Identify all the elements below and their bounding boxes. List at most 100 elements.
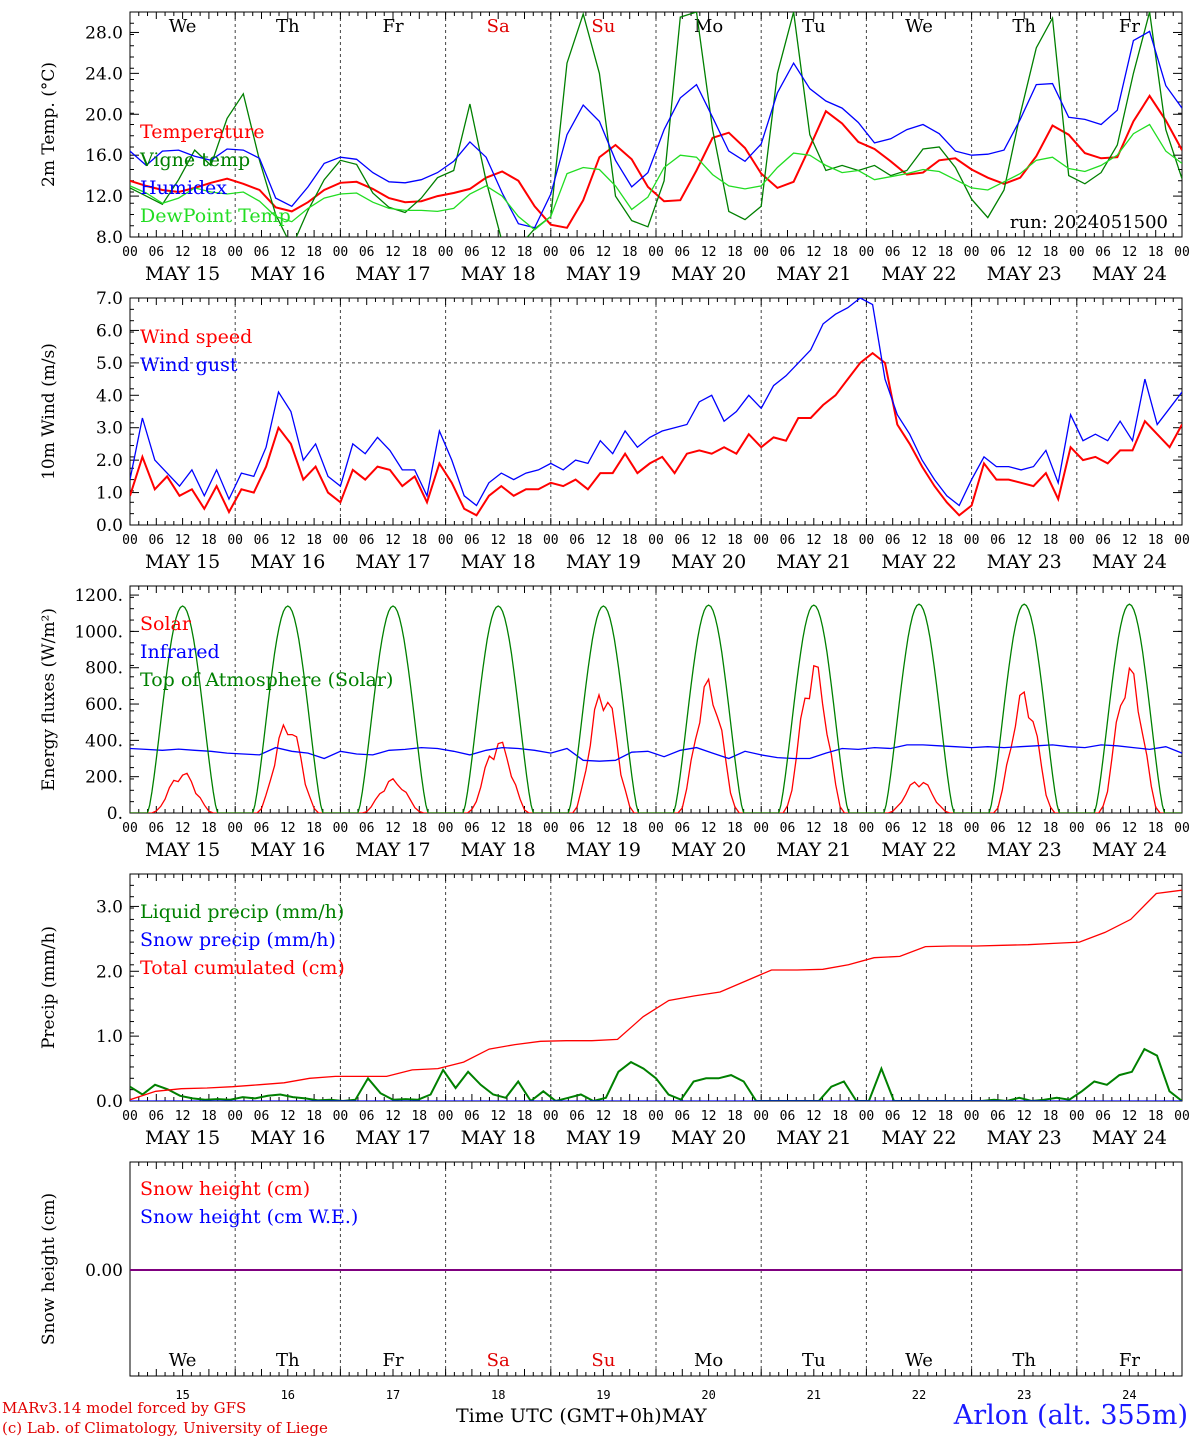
hour-tick-label: 00	[227, 1109, 243, 1124]
hour-tick-label: 12	[1016, 533, 1032, 548]
hour-tick-label: 18	[517, 821, 533, 836]
hour-tick-label: 00	[1174, 1109, 1190, 1124]
y-tick-label: 3.0	[96, 897, 123, 917]
y-tick-label: 0.00	[85, 1261, 123, 1281]
hour-tick-label: 12	[280, 533, 296, 548]
hour-tick-label: 18	[937, 1109, 953, 1124]
day-name-label: We	[905, 16, 933, 37]
hour-tick-label: 06	[674, 821, 690, 836]
hour-tick-label: 06	[885, 821, 901, 836]
hour-tick-label: 12	[175, 533, 191, 548]
hour-tick-label: 00	[1069, 533, 1085, 548]
hour-tick-label: 00	[1174, 533, 1190, 548]
day-name-label: Th	[276, 1350, 300, 1371]
hour-tick-label: 18	[1148, 245, 1164, 260]
day-name-label: Fr	[382, 1350, 403, 1371]
hour-tick-label: 18	[622, 533, 638, 548]
hour-tick-label: 00	[964, 245, 980, 260]
date-label: MAY 19	[566, 263, 641, 285]
hour-tick-label: 18	[622, 245, 638, 260]
day-number-label: 20	[701, 1388, 715, 1402]
y-axis-label: 2m Temp. (°C)	[39, 62, 59, 187]
hour-tick-label: 06	[885, 533, 901, 548]
hour-tick-label: 12	[701, 821, 717, 836]
hour-tick-label: 12	[385, 245, 401, 260]
hour-tick-label: 18	[832, 533, 848, 548]
hour-tick-label: 12	[385, 821, 401, 836]
date-label: MAY 21	[776, 1127, 851, 1149]
hour-tick-label: 06	[359, 245, 375, 260]
day-name-label: Tu	[802, 16, 826, 37]
date-label: MAY 19	[566, 839, 641, 861]
hour-tick-label: 00	[438, 821, 454, 836]
hour-tick-label: 12	[806, 245, 822, 260]
time-label: Time UTC (GMT+0h)	[456, 1405, 662, 1427]
hour-tick-label: 18	[937, 245, 953, 260]
y-tick-label: 2.0	[96, 962, 123, 982]
hour-tick-label: 06	[1095, 1109, 1111, 1124]
legend-entry: Snow precip (mm/h)	[140, 929, 336, 951]
date-label: MAY 18	[461, 551, 536, 573]
hour-tick-label: 00	[1174, 245, 1190, 260]
hour-tick-label: 00	[1069, 821, 1085, 836]
date-label: MAY 17	[355, 839, 430, 861]
hour-tick-label: 06	[254, 1109, 270, 1124]
hour-tick-label: 12	[911, 533, 927, 548]
y-tick-label: 0.0	[96, 516, 123, 536]
hour-tick-label: 12	[806, 1109, 822, 1124]
y-tick-label: 1.0	[96, 1027, 123, 1047]
hour-tick-label: 12	[596, 1109, 612, 1124]
hour-tick-label: 06	[254, 245, 270, 260]
y-tick-label: 20.0	[85, 105, 123, 125]
hour-tick-label: 00	[859, 1109, 875, 1124]
hour-tick-label: 12	[1122, 821, 1138, 836]
hour-tick-label: 18	[306, 245, 322, 260]
hour-tick-label: 06	[1095, 533, 1111, 548]
series-line-liquid-precip-mm-h-	[130, 1047, 1182, 1101]
hour-tick-label: 06	[780, 821, 796, 836]
legend-entry: Wind speed	[140, 326, 252, 348]
hour-tick-label: 06	[990, 821, 1006, 836]
day-name-label: We	[905, 1350, 933, 1371]
date-label: MAY 16	[250, 1127, 325, 1149]
hour-tick-label: 18	[306, 821, 322, 836]
y-tick-label: 2.0	[96, 451, 123, 471]
hour-tick-label: 06	[359, 1109, 375, 1124]
date-label: MAY 21	[776, 839, 851, 861]
date-label: MAY 24	[1092, 1127, 1167, 1149]
y-tick-label: 5.0	[96, 354, 123, 374]
hour-tick-label: 12	[280, 1109, 296, 1124]
y-tick-label: 4.0	[96, 386, 123, 406]
hour-tick-label: 06	[148, 1109, 164, 1124]
y-tick-label: 12.0	[85, 187, 123, 207]
date-label: MAY 20	[671, 1127, 746, 1149]
hour-tick-label: 06	[1095, 821, 1111, 836]
hour-tick-label: 06	[569, 821, 585, 836]
hour-tick-label: 00	[122, 1109, 138, 1124]
date-label: MAY 16	[250, 263, 325, 285]
series-line-dewpoint-temp	[130, 123, 1182, 231]
hour-tick-label: 18	[1148, 533, 1164, 548]
legend-entry: Liquid precip (mm/h)	[140, 901, 344, 923]
legend-entry: Temperature	[140, 121, 264, 143]
hour-tick-label: 00	[648, 1109, 664, 1124]
hour-tick-label: 00	[1174, 821, 1190, 836]
y-axis-label: Precip (mm/h)	[39, 926, 59, 1049]
hour-tick-label: 06	[885, 1109, 901, 1124]
y-tick-label: 400.	[85, 731, 123, 751]
hour-tick-label: 00	[859, 821, 875, 836]
hour-tick-label: 18	[1043, 1109, 1059, 1124]
hour-tick-label: 00	[648, 533, 664, 548]
legend-entry: Total cumulated (cm)	[140, 957, 345, 979]
hour-tick-label: 06	[569, 245, 585, 260]
hour-tick-label: 06	[464, 821, 480, 836]
hour-tick-label: 06	[780, 533, 796, 548]
hour-tick-label: 06	[359, 533, 375, 548]
hour-tick-label: 18	[201, 533, 217, 548]
y-tick-label: 0.0	[96, 1092, 123, 1112]
legend-entry: Humidex	[140, 177, 227, 199]
day-name-label: We	[169, 1350, 197, 1371]
hour-tick-label: 12	[701, 1109, 717, 1124]
hour-tick-label: 12	[911, 1109, 927, 1124]
